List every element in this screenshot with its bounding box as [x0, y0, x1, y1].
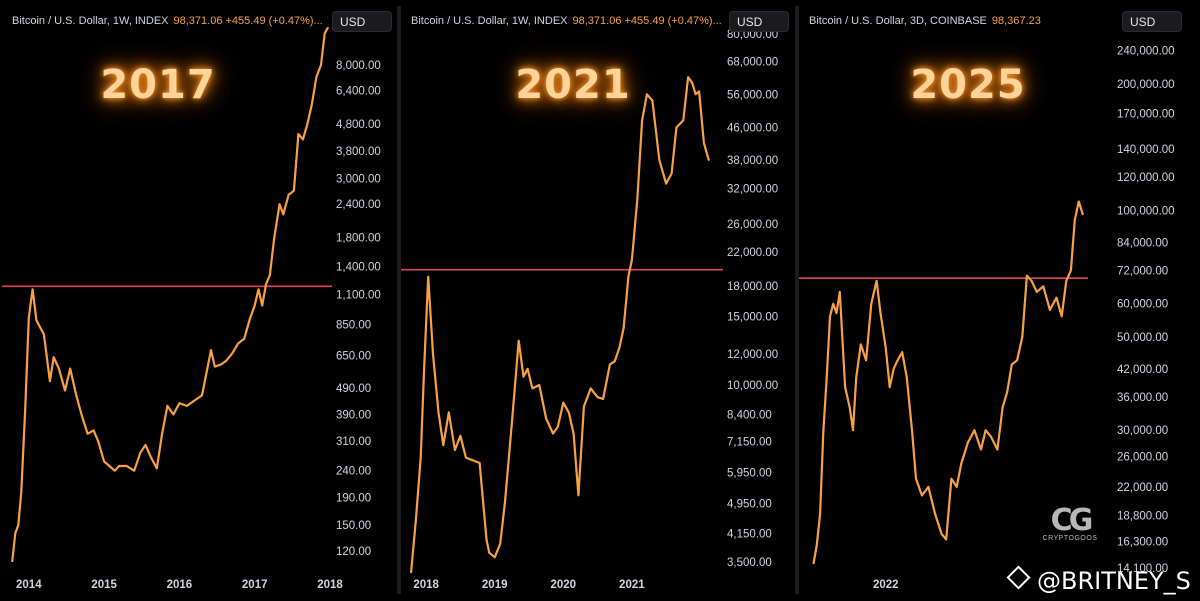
- y-tick-label: 200,000.00: [1117, 79, 1175, 91]
- header-price: 98,371.06 +455.49 (+0.47%)...: [572, 15, 722, 27]
- y-tick-label: 32,000.00: [727, 184, 778, 196]
- x-tick-label: 2019: [482, 579, 508, 591]
- y-tick-label: 310.00: [336, 436, 371, 448]
- logo-mark: CG: [1050, 503, 1094, 538]
- chart-panel-2025: 240,000.00 200,000.00 170,000.00 140,000.00…: [799, 0, 1200, 601]
- y-tick-label: 18,000.00: [727, 281, 778, 293]
- y-tick-label: 140,000.00: [1117, 144, 1175, 156]
- y-tick-label: 72,000.00: [1117, 265, 1168, 277]
- y-tick-label: 4,800.00: [336, 119, 381, 131]
- chart-2025: 240,000.00 200,000.00 170,000.00 140,000.00…: [799, 46, 1175, 591]
- x-tick-label: 2021: [619, 579, 645, 591]
- handle-text: @BRITNEY_S: [1037, 567, 1191, 595]
- overlay-year-label: 2025: [910, 62, 1026, 108]
- y-tick-label: 26,000.00: [1117, 451, 1168, 463]
- y-tick-label: 4,950.00: [727, 499, 772, 511]
- y-tick-label: 1,400.00: [336, 262, 381, 274]
- y-tick-label: 22,000.00: [1117, 482, 1168, 494]
- y-tick-label: 7,150.00: [727, 437, 772, 449]
- y-tick-label: 650.00: [336, 350, 371, 362]
- y-tick-label: 120,000.00: [1117, 172, 1175, 184]
- x-tick-label: 2016: [167, 579, 193, 591]
- x-tick-label: 2020: [550, 579, 576, 591]
- y-tick-label: 5,950.00: [727, 468, 772, 480]
- y-tick-label: 8,400.00: [727, 409, 772, 421]
- x-tick-label: 2015: [91, 579, 117, 591]
- diamond-icon: [1006, 565, 1031, 590]
- y-tick-label: 22,000.00: [727, 247, 778, 259]
- y-tick-label: 30,000.00: [1117, 425, 1168, 437]
- y-tick-label: 240,000.00: [1117, 46, 1175, 58]
- overlay-year-label: 2017: [100, 62, 216, 108]
- y-tick-label: 4,150.00: [727, 528, 772, 540]
- y-tick-label: 60,000.00: [1117, 299, 1168, 311]
- y-tick-label: 50,000.00: [1117, 332, 1168, 344]
- chart-header: Bitcoin / U.S. Dollar, 3D, COINBASE 98,36…: [809, 15, 1041, 27]
- y-tick-label: 170,000.00: [1117, 109, 1175, 121]
- header-price: 98,371.06 +455.49 (+0.47%)...: [173, 15, 323, 27]
- overlay-year-label: 2021: [515, 62, 631, 108]
- x-tick-label: 2018: [413, 579, 439, 591]
- chart-2017: 8,000.00 6,400.00 4,800.00 3,800.00 3,000.00…: [2, 26, 381, 591]
- chart-panel-2017: 8,000.00 6,400.00 4,800.00 3,800.00 3,000.00…: [2, 0, 396, 601]
- y-tick-label: 3,500.00: [727, 557, 772, 569]
- y-tick-label: 80,000.00: [727, 29, 778, 41]
- y-tick-label: 46,000.00: [727, 123, 778, 135]
- y-tick-label: 18,800.00: [1117, 511, 1168, 523]
- price-line: [410, 76, 710, 574]
- x-tick-label: 2014: [16, 579, 42, 591]
- y-tick-label: 150.00: [336, 520, 371, 532]
- y-tick-label: 1,100.00: [336, 289, 381, 301]
- chart-2021: 80,000.00 68,000.00 56,000.00 46,000.00 38,0…: [401, 29, 778, 591]
- price-line: [11, 26, 329, 563]
- y-tick-label: 14,100.00: [1117, 563, 1168, 575]
- currency-button[interactable]: USD: [332, 11, 392, 32]
- x-tick-label: 2018: [317, 579, 343, 591]
- y-tick-label: 190.00: [336, 493, 371, 505]
- y-tick-label: 3,800.00: [336, 146, 381, 158]
- y-tick-label: 15,000.00: [727, 312, 778, 324]
- chart-panel-2021: 80,000.00 68,000.00 56,000.00 46,000.00 38,0…: [401, 0, 795, 601]
- x-tick-label: 2017: [242, 579, 268, 591]
- y-tick-label: 16,300.00: [1117, 537, 1168, 549]
- author-handle: @BRITNEY_S: [1006, 565, 1191, 595]
- panel-divider: [397, 6, 401, 594]
- currency-button[interactable]: USD: [729, 11, 789, 32]
- y-tick-label: 26,000.00: [727, 219, 778, 231]
- y-tick-label: 42,000.00: [1117, 364, 1168, 376]
- y-tick-label: 6,400.00: [336, 86, 381, 98]
- y-tick-label: 1,800.00: [336, 232, 381, 244]
- cryptogoos-logo: CG CRYPTOGOOS: [1035, 503, 1105, 542]
- panel-divider: [795, 6, 799, 594]
- y-tick-label: 68,000.00: [727, 57, 778, 69]
- y-tick-label: 850.00: [336, 319, 371, 331]
- chart-title: Bitcoin / U.S. Dollar, 1W, INDEX: [411, 15, 568, 27]
- chart-header: Bitcoin / U.S. Dollar, 1W, INDEX 98,371.0…: [411, 15, 722, 27]
- y-tick-label: 10,000.00: [727, 380, 778, 392]
- y-tick-label: 8,000.00: [336, 60, 381, 72]
- y-tick-label: 3,000.00: [336, 173, 381, 185]
- y-tick-label: 38,000.00: [727, 155, 778, 167]
- y-tick-label: 240.00: [336, 466, 371, 478]
- price-line: [812, 200, 1084, 565]
- y-tick-label: 56,000.00: [727, 89, 778, 101]
- currency-button[interactable]: USD: [1122, 11, 1182, 32]
- y-tick-label: 390.00: [336, 409, 371, 421]
- x-tick-label: 2022: [873, 579, 899, 591]
- y-tick-label: 2,400.00: [336, 199, 381, 211]
- logo-name: CRYPTOGOOS: [1042, 535, 1098, 542]
- y-tick-label: 36,000.00: [1117, 392, 1168, 404]
- y-tick-label: 100,000.00: [1117, 205, 1175, 217]
- y-tick-label: 84,000.00: [1117, 237, 1168, 249]
- chart-title: Bitcoin / U.S. Dollar, 1W, INDEX: [12, 15, 169, 27]
- y-tick-label: 12,000.00: [727, 349, 778, 361]
- y-tick-label: 490.00: [336, 383, 371, 395]
- chart-title: Bitcoin / U.S. Dollar, 3D, COINBASE: [809, 15, 987, 27]
- chart-header: Bitcoin / U.S. Dollar, 1W, INDEX 98,371.0…: [12, 15, 323, 27]
- header-price: 98,367.23: [991, 15, 1041, 27]
- y-tick-label: 120.00: [336, 546, 371, 558]
